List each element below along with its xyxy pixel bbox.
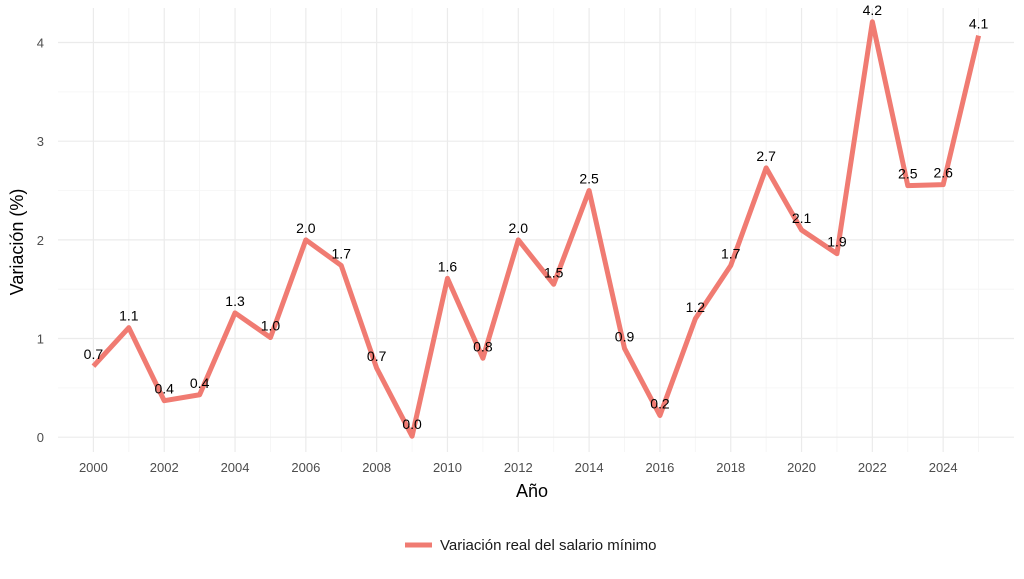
minor-gridlines bbox=[58, 8, 1014, 452]
y-tick-label: 4 bbox=[37, 36, 44, 51]
x-tick-label: 2016 bbox=[645, 460, 674, 475]
x-tick-label: 2024 bbox=[929, 460, 958, 475]
x-tick-label: 2010 bbox=[433, 460, 462, 475]
series-line bbox=[91, 19, 982, 439]
major-gridlines bbox=[58, 8, 1014, 452]
data-label: 1.9 bbox=[827, 234, 847, 250]
x-tick-label: 2000 bbox=[79, 460, 108, 475]
y-tick-label: 0 bbox=[37, 430, 44, 445]
data-label: 0.4 bbox=[190, 375, 210, 391]
y-tick-label: 2 bbox=[37, 233, 44, 248]
y-axis-ticks: 0 1 2 3 4 bbox=[37, 36, 44, 446]
x-tick-label: 2018 bbox=[716, 460, 745, 475]
data-label: 1.3 bbox=[225, 293, 245, 309]
data-label: 4.2 bbox=[863, 2, 883, 18]
x-tick-label: 2004 bbox=[221, 460, 250, 475]
data-label: 1.7 bbox=[721, 246, 741, 262]
y-axis-title: Variación (%) bbox=[7, 189, 27, 296]
data-label: 1.1 bbox=[119, 308, 139, 324]
data-label: 2.7 bbox=[756, 148, 776, 164]
data-label: 1.7 bbox=[332, 246, 352, 262]
x-tick-label: 2008 bbox=[362, 460, 391, 475]
x-tick-label: 2014 bbox=[575, 460, 604, 475]
x-tick-label: 2020 bbox=[787, 460, 816, 475]
y-tick-label: 3 bbox=[37, 134, 44, 149]
data-label: 1.6 bbox=[438, 258, 458, 274]
data-label: 1.5 bbox=[544, 264, 564, 280]
data-label: 0.2 bbox=[650, 395, 670, 411]
data-label: 2.1 bbox=[792, 210, 812, 226]
x-axis-ticks: 2000 2002 2004 2006 2008 2010 2012 2014 2016 2018… bbox=[79, 460, 958, 475]
data-label: 2.5 bbox=[579, 171, 599, 187]
data-label: 0.4 bbox=[154, 381, 174, 397]
x-tick-label: 2002 bbox=[150, 460, 179, 475]
data-label: 2.6 bbox=[933, 165, 953, 181]
series-layer bbox=[91, 19, 982, 439]
data-label: 0.8 bbox=[473, 338, 493, 354]
data-label: 1.2 bbox=[686, 299, 706, 315]
legend-label: Variación real del salario mínimo bbox=[440, 537, 656, 554]
y-tick-label: 1 bbox=[37, 332, 44, 347]
data-label: 2.0 bbox=[509, 220, 529, 236]
data-label: 2.5 bbox=[898, 166, 918, 182]
data-labels: 0.7 1.1 0.4 0.4 1.3 1.0 2.0 1.7 0.7 0.0 1.6 0.8 2.0 1… bbox=[84, 2, 989, 432]
x-tick-label: 2022 bbox=[858, 460, 887, 475]
data-label: 1.0 bbox=[261, 318, 281, 334]
data-label: 0.9 bbox=[615, 328, 635, 344]
x-tick-label: 2012 bbox=[504, 460, 533, 475]
data-label: 0.0 bbox=[402, 416, 422, 432]
legend: Variación real del salario mínimo bbox=[405, 537, 656, 554]
data-label: 0.7 bbox=[84, 346, 104, 362]
data-label: 4.1 bbox=[969, 16, 989, 32]
data-label: 2.0 bbox=[296, 220, 316, 236]
x-tick-label: 2006 bbox=[291, 460, 320, 475]
x-axis-title: Año bbox=[516, 481, 548, 501]
data-label: 0.7 bbox=[367, 348, 387, 364]
